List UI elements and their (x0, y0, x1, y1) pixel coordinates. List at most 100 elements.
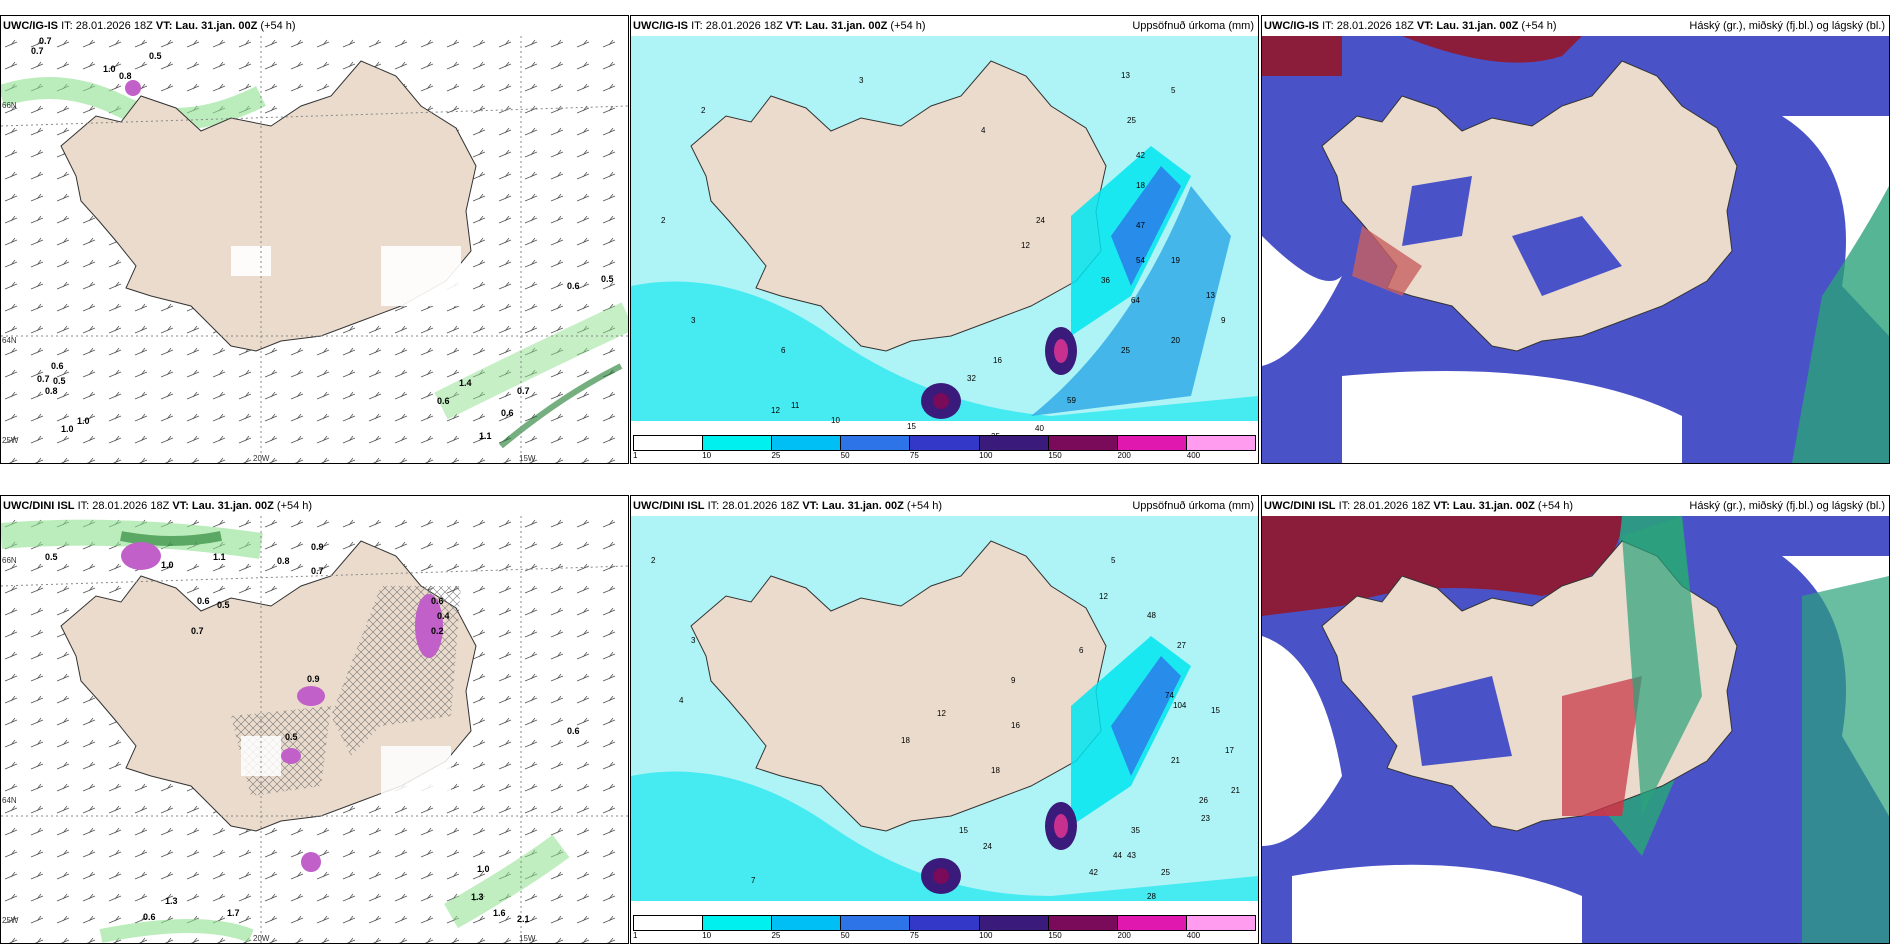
valid-time: VT: Lau. 31.jan. 00Z (172, 500, 274, 512)
precip-value: 12 (1021, 241, 1030, 250)
precip-value: 25 (1127, 116, 1136, 125)
colorbar-swatch (979, 916, 1049, 930)
precip-value: 1.0 (477, 864, 490, 874)
colorbar-swatch (910, 436, 980, 450)
colorbar-swatch (703, 436, 773, 450)
precip-value: 3 (691, 636, 696, 645)
precip-value: 5 (1171, 86, 1176, 95)
init-time: IT: 28.01.2026 18Z (1322, 20, 1414, 32)
lead-time: (+54 h) (906, 500, 943, 512)
precip-value: 18 (991, 766, 1000, 775)
colorbar-swatch (1186, 436, 1255, 450)
precip-value: 0.7 (31, 46, 44, 56)
colorbar-swatch (1048, 916, 1118, 930)
precip-value: 0.7 (37, 374, 50, 384)
precip-value: 25 (1121, 346, 1130, 355)
precip-value: 2.1 (517, 914, 530, 924)
colorbar-label: 75 (909, 931, 919, 940)
panel-header: UWC/IG-IS IT: 28.01.2026 18Z VT: Lau. 31… (631, 16, 1258, 36)
colorbar-label: 25 (771, 451, 781, 460)
init-time: IT: 28.01.2026 18Z (1338, 500, 1431, 512)
colorbar-label: 1 (633, 931, 638, 940)
precip-value: 0.7 (39, 36, 52, 46)
precip-value: 6 (781, 346, 786, 355)
precip-value: 26 (1199, 796, 1208, 805)
lead-time: (+54 h) (1521, 20, 1557, 32)
map-area (631, 516, 1258, 943)
precip-value: 20 (1171, 336, 1180, 345)
precip-value: 3 (859, 76, 864, 85)
precip-value: 0.6 (437, 396, 450, 406)
precip-map (631, 36, 1258, 463)
panel-igis-wind-precip: UWC/IG-IS IT: 28.01.2026 18Z VT: Lau. 31… (0, 15, 629, 464)
colorbar-label: 25 (771, 931, 781, 940)
precip-value: 7 (751, 876, 756, 885)
panel-igis-accum-precip: UWC/IG-IS IT: 28.01.2026 18Z VT: Lau. 31… (630, 15, 1259, 464)
precip-value: 19 (1171, 256, 1180, 265)
precip-value: 11 (791, 401, 800, 410)
panel-dini-wind-precip: UWC/DINI ISL IT: 28.01.2026 18Z VT: Lau.… (0, 495, 629, 944)
precip-value: 36 (1101, 276, 1110, 285)
precip-value: 1.0 (77, 416, 90, 426)
precip-value: 104 (1173, 701, 1187, 710)
colorbar-swatch (634, 916, 704, 930)
precip-value: 15 (959, 826, 968, 835)
colorbar-label: 10 (702, 451, 712, 460)
colorbar-swatch (1117, 916, 1187, 930)
precip-value: 47 (1136, 221, 1145, 230)
init-time: IT: 28.01.2026 18Z (691, 20, 783, 32)
precip-value: 0.4 (437, 611, 450, 621)
valid-time: VT: Lau. 31.jan. 00Z (785, 20, 888, 32)
panel-header: UWC/IG-IS IT: 28.01.2026 18Z VT: Lau. 31… (1, 16, 628, 36)
precip-value: 13 (1206, 291, 1215, 300)
precip-value: 1.1 (213, 552, 226, 562)
precip-value: 64 (1131, 296, 1140, 305)
colorbar-label: 400 (1186, 451, 1201, 460)
cloud-map (1262, 516, 1889, 943)
precip-value: 42 (1089, 868, 1098, 877)
precip-value: 0.6 (567, 281, 580, 291)
precip-value: 6 (1079, 646, 1084, 655)
colorbar-label: 400 (1186, 931, 1201, 940)
precip-value: 0.5 (149, 51, 162, 61)
colorbar: 1 10 25 50 75 100 150 200 400 (633, 915, 1256, 941)
precip-value: 0.7 (311, 566, 324, 576)
model-name: UWC/DINI ISL (3, 500, 75, 512)
precip-value: 18 (1136, 181, 1145, 190)
precip-value: 15 (1211, 706, 1220, 715)
colorbar-swatch (703, 916, 773, 930)
precip-value: 16 (993, 356, 1002, 365)
colorbar-label: 100 (979, 451, 993, 460)
panel-header: UWC/DINI ISL IT: 28.01.2026 18Z VT: Lau.… (1, 496, 628, 516)
colorbar-label: 200 (1117, 451, 1131, 460)
precip-value: 0.6 (51, 361, 64, 371)
map-area (1, 36, 628, 463)
precip-value: 4 (981, 126, 986, 135)
precip-value: 1.0 (103, 64, 116, 74)
model-name: UWC/IG-IS (633, 20, 688, 32)
precip-value: 0.5 (53, 376, 66, 386)
precip-value: 23 (1201, 814, 1210, 823)
precip-value: 24 (1036, 216, 1045, 225)
wind-map (1, 36, 628, 463)
precip-value: 12 (771, 406, 780, 415)
map-area (631, 36, 1258, 463)
precip-value: 0.8 (45, 386, 58, 396)
colorbar-swatch (1186, 916, 1255, 930)
field-title: Uppsöfnuð úrkoma (mm) (1132, 500, 1254, 512)
precip-value: 0.6 (431, 596, 444, 606)
colorbar-label: 50 (840, 931, 850, 940)
precip-value: 0.8 (119, 71, 132, 81)
colorbar-label: 150 (1048, 931, 1062, 940)
lon-label: 20W (253, 454, 270, 463)
colorbar-swatch (772, 436, 842, 450)
precip-value: 42 (1136, 151, 1145, 160)
precip-value: 1.3 (471, 892, 484, 902)
map-area (1262, 36, 1889, 463)
model-name: UWC/IG-IS (1264, 20, 1319, 32)
valid-time: VT: Lau. 31.jan. 00Z (1433, 500, 1535, 512)
precip-value: 0.5 (217, 600, 230, 610)
field-title: Háský (gr.), miðský (fj.bl.) og lágský (… (1689, 500, 1885, 512)
lon-label: 20W (253, 934, 270, 943)
precip-value: 44 (1113, 851, 1122, 860)
